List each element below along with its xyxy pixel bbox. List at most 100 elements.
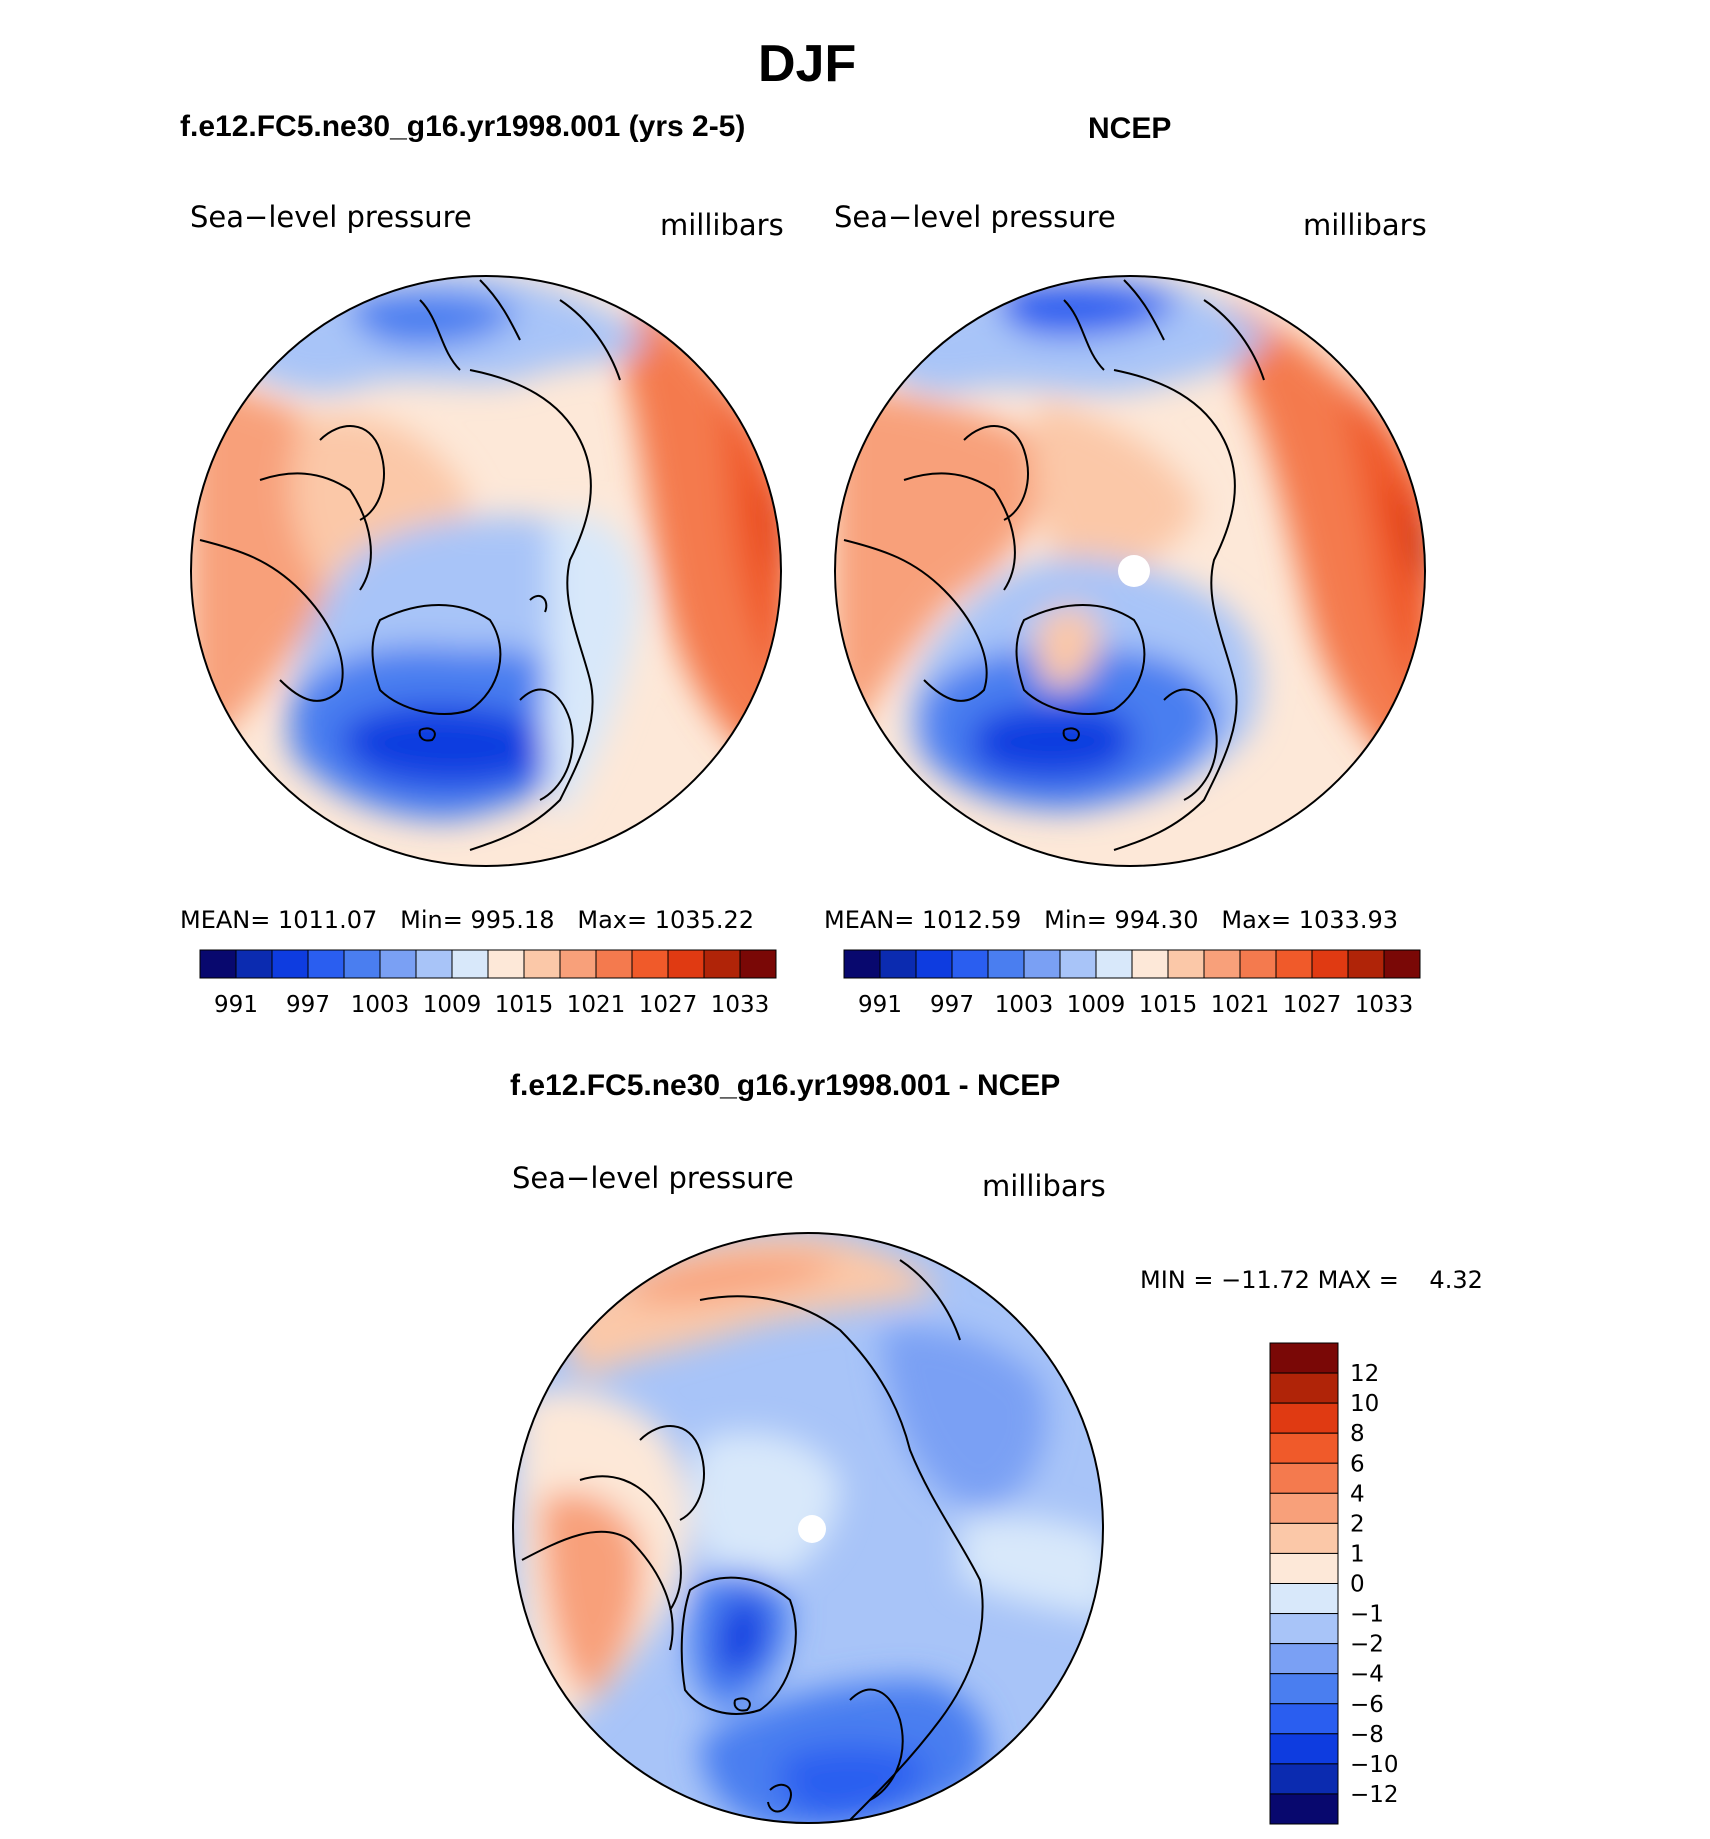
field-orange-north-core bbox=[620, 1256, 840, 1302]
coast-americas bbox=[843, 425, 1029, 702]
colorbar-swatch bbox=[1203, 949, 1241, 979]
colorbar-tick-label: 12 bbox=[1350, 1361, 1379, 1387]
colorbar-swatch bbox=[739, 949, 777, 979]
colorbar-swatch bbox=[1269, 1552, 1339, 1584]
colorbar-swatch bbox=[271, 949, 309, 979]
colorbar-swatch bbox=[307, 949, 345, 979]
coast-greenland bbox=[371, 604, 502, 715]
colorbar-swatch bbox=[1347, 949, 1385, 979]
max-label: MAX = bbox=[1317, 1266, 1399, 1294]
panel-diff-units: millibars bbox=[982, 1169, 1106, 1203]
colorbar-tick-label: 1009 bbox=[1067, 992, 1126, 1018]
colorbar-swatch bbox=[595, 949, 633, 979]
colorbar-swatch bbox=[1383, 949, 1421, 979]
colorbar-swatch bbox=[1269, 1643, 1339, 1675]
colorbar-tick-label: −1 bbox=[1350, 1602, 1384, 1628]
map-model-border bbox=[190, 275, 782, 867]
mean-value: 1011.07 bbox=[278, 906, 378, 934]
coast-eurasia bbox=[699, 1259, 984, 1821]
field-blue-greenland-core bbox=[718, 1597, 766, 1674]
field-orange-west bbox=[835, 390, 1046, 760]
colorbar-swatch bbox=[1269, 1522, 1339, 1554]
colorbar-tick-label: 1021 bbox=[567, 992, 626, 1018]
field-blue-pacific-core bbox=[350, 291, 520, 347]
coast-iceland bbox=[733, 1697, 751, 1712]
figure-season-title: DJF bbox=[758, 35, 857, 93]
field-blue-pacific-core bbox=[999, 281, 1180, 337]
coast-iceland bbox=[418, 727, 436, 742]
colorbar-swatch bbox=[415, 949, 453, 979]
colorbar-swatch bbox=[1239, 949, 1277, 979]
colorbar-tick-label: 1033 bbox=[711, 992, 770, 1018]
panel-diff-variable: Sea−level pressure bbox=[512, 1161, 794, 1195]
colorbar-tick-label: 1027 bbox=[1283, 992, 1342, 1018]
colorbar-tick-label: 4 bbox=[1350, 1481, 1365, 1507]
coast-americas bbox=[521, 1425, 705, 1651]
coastlines bbox=[521, 1259, 984, 1821]
coast-greenland bbox=[1015, 604, 1146, 715]
colorbar-tick-label: 1009 bbox=[423, 992, 482, 1018]
colorbar-swatch bbox=[559, 949, 597, 979]
colorbar-tick-label: −8 bbox=[1350, 1722, 1384, 1748]
coast-scandinavia bbox=[849, 1688, 904, 1801]
colorbar-tick-label: 997 bbox=[286, 992, 330, 1018]
colorbar-swatch bbox=[1311, 949, 1349, 979]
colorbar-tick-label: 6 bbox=[1350, 1451, 1365, 1477]
colorbar-swatch bbox=[843, 949, 881, 979]
colorbar-swatch bbox=[631, 949, 669, 979]
map-diff bbox=[513, 1233, 1103, 1823]
panel-right-units: millibars bbox=[1303, 208, 1427, 242]
pole-gap bbox=[1118, 555, 1150, 587]
colorbar-tick-label: 2 bbox=[1350, 1511, 1365, 1537]
colorbar-tick-label: 8 bbox=[1350, 1421, 1365, 1447]
colorbar-tick-label: 1003 bbox=[995, 992, 1054, 1018]
field-red-east-core bbox=[720, 380, 781, 700]
field-orange-west bbox=[540, 1492, 643, 1700]
colorbar-swatch bbox=[343, 949, 381, 979]
mean-label: MEAN= bbox=[824, 906, 915, 934]
colorbar-tick-label: −12 bbox=[1350, 1782, 1399, 1808]
colorbar-tick-label: 997 bbox=[930, 992, 974, 1018]
coast-eurasia bbox=[469, 299, 621, 851]
colorbar-tick-label: 1003 bbox=[351, 992, 410, 1018]
min-value: 994.30 bbox=[1114, 906, 1199, 934]
field-darkred-east bbox=[760, 480, 781, 580]
colorbar-swatch bbox=[1269, 1793, 1339, 1825]
colorbar-swatch bbox=[1269, 1462, 1339, 1494]
panel-diff-title: f.e12.FC5.ne30_g16.yr1998.001 - NCEP bbox=[510, 1069, 1061, 1102]
panel-diff-stats: MIN = −11.72 MAX = 4.32 bbox=[1140, 1266, 1483, 1294]
mean-value: 1012.59 bbox=[922, 906, 1022, 934]
colorbar-swatch bbox=[1269, 1613, 1339, 1645]
colorbar-swatch bbox=[523, 949, 561, 979]
colorbar-swatch bbox=[951, 949, 989, 979]
colorbar-tick-label: 1015 bbox=[495, 992, 554, 1018]
coast-uk bbox=[767, 1783, 792, 1813]
coast-alaska bbox=[419, 279, 521, 371]
field-lightblue-center bbox=[692, 1432, 840, 1590]
field-peach-greenland bbox=[1034, 606, 1100, 690]
colorbar-tick-label: −2 bbox=[1350, 1632, 1384, 1658]
panel-right-stats: MEAN= 1012.59 Min= 994.30 Max= 1033.93 bbox=[824, 906, 1398, 934]
colorbar-swatch bbox=[1269, 1492, 1339, 1524]
colorbar-tick-label: −10 bbox=[1350, 1752, 1399, 1778]
colorbar-swatch bbox=[487, 949, 525, 979]
field-blue-siberia bbox=[880, 1327, 1047, 1510]
field-blue-atlantic-core bbox=[971, 704, 1134, 780]
map-ncep-border bbox=[834, 275, 1426, 867]
colorbar-tick-label: 1027 bbox=[639, 992, 698, 1018]
colorbar-swatch bbox=[379, 949, 417, 979]
coast-iceland bbox=[1062, 727, 1080, 742]
colorbar-swatch bbox=[667, 949, 705, 979]
colorbar-tick-label: −4 bbox=[1350, 1662, 1384, 1688]
colorbar-swatch bbox=[915, 949, 953, 979]
mean-label: MEAN= bbox=[180, 906, 271, 934]
colorbar-swatch bbox=[703, 949, 741, 979]
panel-left-title: f.e12.FC5.ne30_g16.yr1998.001 (yrs 2-5) bbox=[180, 110, 746, 143]
colorbar-swatch bbox=[1059, 949, 1097, 979]
colorbar-swatch bbox=[1269, 1733, 1339, 1765]
min-label: MIN = bbox=[1140, 1266, 1214, 1294]
panel-left-stats: MEAN= 1011.07 Min= 995.18 Max= 1035.22 bbox=[180, 906, 754, 934]
colorbar-swatch bbox=[1269, 1432, 1339, 1464]
